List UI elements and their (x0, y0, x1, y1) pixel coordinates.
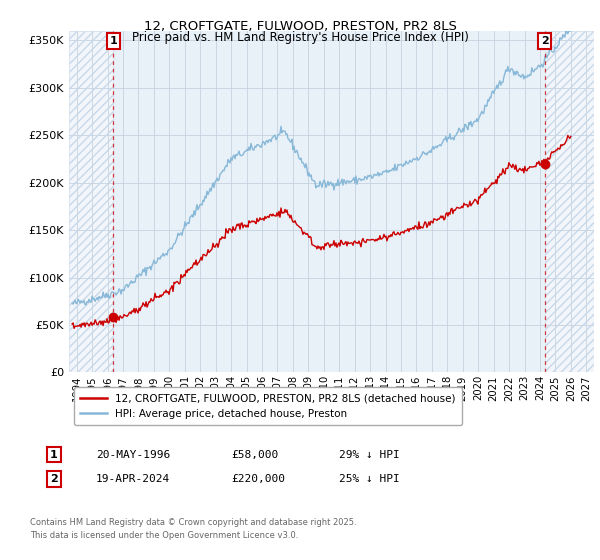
Text: 20-MAY-1996: 20-MAY-1996 (96, 450, 170, 460)
Text: £220,000: £220,000 (231, 474, 285, 484)
Text: 2: 2 (541, 36, 548, 46)
Text: 1: 1 (50, 450, 58, 460)
Text: Price paid vs. HM Land Registry's House Price Index (HPI): Price paid vs. HM Land Registry's House … (131, 31, 469, 44)
Text: Contains HM Land Registry data © Crown copyright and database right 2025.
This d: Contains HM Land Registry data © Crown c… (30, 519, 356, 540)
Bar (69, 31, 113, 372)
Bar (545, 31, 594, 372)
Text: 2: 2 (50, 474, 58, 484)
Text: 12, CROFTGATE, FULWOOD, PRESTON, PR2 8LS: 12, CROFTGATE, FULWOOD, PRESTON, PR2 8LS (143, 20, 457, 32)
Text: £58,000: £58,000 (231, 450, 278, 460)
Legend: 12, CROFTGATE, FULWOOD, PRESTON, PR2 8LS (detached house), HPI: Average price, d: 12, CROFTGATE, FULWOOD, PRESTON, PR2 8LS… (74, 387, 461, 425)
Text: 19-APR-2024: 19-APR-2024 (96, 474, 170, 484)
Bar (545, 31, 594, 372)
Text: 29% ↓ HPI: 29% ↓ HPI (339, 450, 400, 460)
Text: 25% ↓ HPI: 25% ↓ HPI (339, 474, 400, 484)
Text: 1: 1 (110, 36, 118, 46)
Bar (69, 31, 113, 372)
